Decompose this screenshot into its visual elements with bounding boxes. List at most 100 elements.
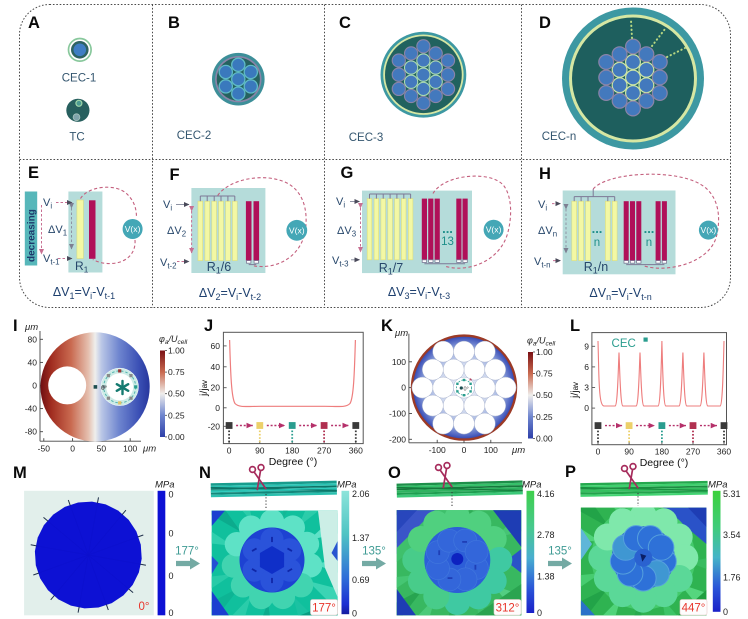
svg-text:j/jav: j/jav — [569, 382, 581, 399]
svg-text:177°: 177° — [312, 603, 336, 615]
svg-text:90: 90 — [624, 447, 634, 457]
svg-text:R1/7: R1/7 — [379, 261, 404, 277]
svg-text:0: 0 — [227, 446, 232, 456]
svg-text:100: 100 — [392, 357, 406, 367]
svg-text:0.75: 0.75 — [536, 369, 553, 379]
svg-text:Vi: Vi — [163, 199, 172, 213]
svg-text:40: 40 — [211, 362, 221, 372]
svg-text:6: 6 — [584, 362, 589, 372]
svg-text:1.76: 1.76 — [723, 573, 741, 583]
svg-text:-80: -80 — [25, 427, 38, 437]
svg-text:0.50: 0.50 — [168, 389, 185, 399]
svg-text:0: 0 — [537, 608, 542, 618]
svg-text:A: A — [28, 14, 40, 32]
svg-text:ΔV2=Vi-Vt-2: ΔV2=Vi-Vt-2 — [199, 286, 261, 302]
svg-text:80: 80 — [28, 334, 38, 344]
svg-text:0°: 0° — [464, 387, 469, 393]
svg-text:...: ... — [644, 221, 655, 236]
svg-text:135°: 135° — [362, 546, 386, 558]
svg-text:0.50: 0.50 — [536, 390, 553, 400]
svg-text:P: P — [565, 463, 576, 481]
svg-text:0: 0 — [169, 571, 174, 581]
svg-text:360: 360 — [717, 447, 731, 457]
svg-text:ΔV1: ΔV1 — [48, 224, 67, 238]
svg-text:C: C — [339, 14, 351, 32]
svg-text:CEC-n: CEC-n — [542, 131, 577, 143]
svg-text:270: 270 — [686, 447, 700, 457]
svg-text:90: 90 — [255, 446, 265, 456]
svg-text:135°: 135° — [548, 546, 572, 558]
svg-text:20: 20 — [211, 383, 221, 393]
svg-text:ΔV1=Vi-Vt-1: ΔV1=Vi-Vt-1 — [53, 285, 115, 301]
svg-text:0.69: 0.69 — [352, 575, 370, 585]
svg-text:M: M — [13, 464, 27, 482]
svg-text:N: N — [199, 464, 211, 482]
svg-text:-100: -100 — [389, 409, 406, 419]
svg-text:MPa: MPa — [708, 480, 728, 491]
svg-text:0: 0 — [70, 444, 75, 454]
svg-text:13: 13 — [441, 236, 454, 248]
svg-text:4.16: 4.16 — [537, 489, 555, 499]
svg-text:0: 0 — [169, 490, 174, 500]
svg-text:0: 0 — [462, 445, 467, 455]
svg-text:μm: μm — [394, 328, 408, 339]
svg-text:CEC: CEC — [612, 338, 636, 350]
svg-text:...: ... — [592, 221, 603, 236]
svg-text:TC: TC — [69, 132, 84, 144]
svg-text:5.31: 5.31 — [723, 489, 741, 499]
svg-text:-200: -200 — [389, 434, 406, 444]
svg-text:3: 3 — [584, 383, 589, 393]
svg-text:-20: -20 — [208, 421, 221, 431]
svg-text:R1/n: R1/n — [584, 260, 609, 276]
svg-text:100: 100 — [484, 445, 498, 455]
svg-text:0: 0 — [596, 447, 601, 457]
svg-text:Degree (°): Degree (°) — [640, 457, 689, 469]
svg-text:L: L — [570, 317, 580, 335]
svg-text:MPa: MPa — [522, 480, 542, 491]
svg-text:0: 0 — [352, 609, 357, 619]
svg-text:Vi: Vi — [336, 196, 345, 210]
svg-text:μm: μm — [24, 322, 38, 333]
svg-text:1.00: 1.00 — [536, 347, 553, 357]
svg-text:3.54: 3.54 — [723, 530, 741, 540]
svg-text:1.38: 1.38 — [537, 572, 555, 582]
svg-text:40: 40 — [28, 357, 38, 367]
svg-text:G: G — [341, 164, 354, 182]
svg-text:1.37: 1.37 — [352, 533, 370, 543]
svg-text:MPa: MPa — [337, 480, 357, 491]
svg-text:0: 0 — [169, 608, 174, 618]
svg-text:*: * — [469, 377, 472, 386]
svg-text:n: n — [594, 237, 600, 249]
svg-text:E: E — [28, 164, 39, 182]
svg-text:...: ... — [442, 221, 453, 236]
svg-text:100: 100 — [123, 444, 137, 454]
svg-text:0°: 0° — [101, 384, 108, 392]
svg-text:Vi: Vi — [538, 199, 547, 213]
svg-text:0: 0 — [32, 381, 37, 391]
svg-text:O: O — [388, 464, 401, 482]
svg-text:Vi: Vi — [43, 197, 52, 211]
svg-text:60: 60 — [211, 341, 221, 351]
svg-text:K: K — [381, 317, 393, 335]
svg-text:H: H — [539, 165, 551, 183]
svg-text:312°: 312° — [496, 603, 520, 615]
svg-text:0.25: 0.25 — [536, 412, 553, 422]
svg-text:F: F — [170, 166, 180, 184]
svg-text:MPa: MPa — [155, 480, 175, 491]
svg-text:CEC-2: CEC-2 — [177, 130, 212, 142]
svg-text:ΔVn: ΔVn — [538, 225, 557, 239]
svg-text:decreasing: decreasing — [27, 209, 38, 262]
svg-text:1.00: 1.00 — [168, 346, 185, 356]
svg-text:V(x): V(x) — [289, 225, 305, 235]
svg-text:J: J — [204, 317, 213, 335]
svg-text:D: D — [539, 14, 551, 32]
svg-text:0: 0 — [723, 607, 728, 617]
svg-text:0.25: 0.25 — [168, 410, 185, 420]
svg-text:0.00: 0.00 — [536, 433, 553, 443]
svg-text:9: 9 — [584, 341, 589, 351]
svg-text:2.06: 2.06 — [352, 489, 370, 499]
svg-text:ΔV3=Vi-Vt-3: ΔV3=Vi-Vt-3 — [388, 285, 450, 301]
svg-text:0: 0 — [401, 383, 406, 393]
svg-text:V(x): V(x) — [125, 224, 141, 234]
svg-text:180: 180 — [285, 446, 299, 456]
